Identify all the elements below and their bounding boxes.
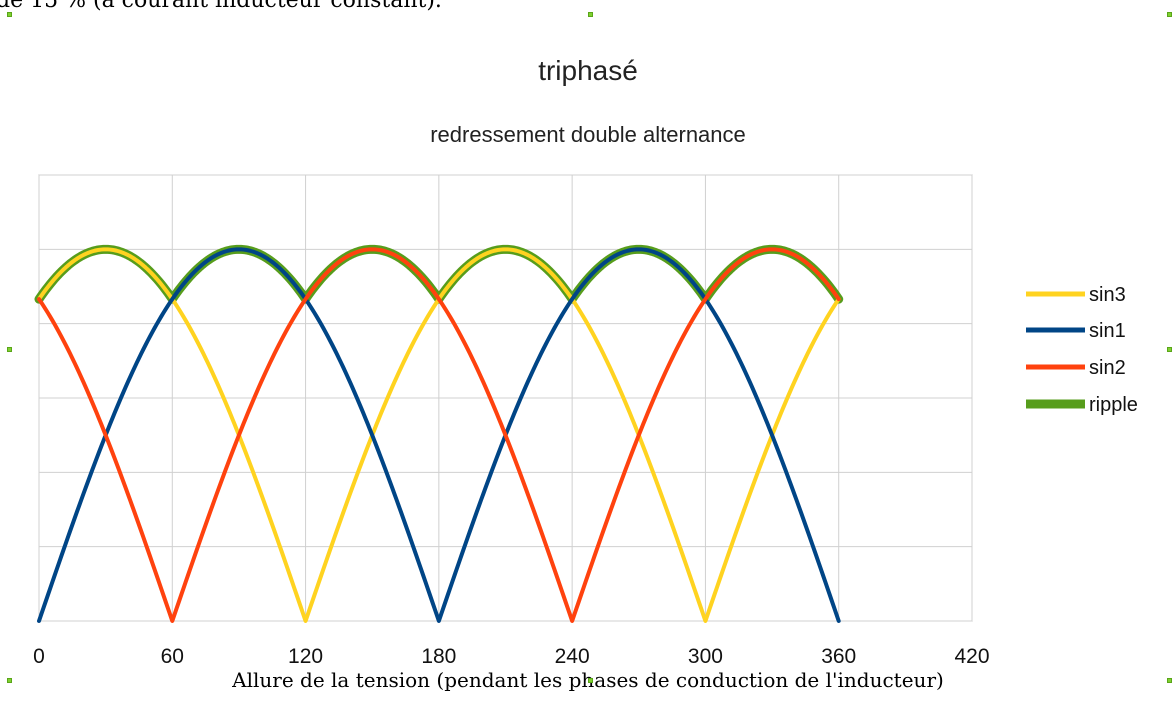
selection-handle[interactable]: [1167, 12, 1172, 17]
x-tick-label: 420: [954, 645, 989, 668]
chart-title: triphasé: [538, 55, 638, 86]
selection-handle[interactable]: [588, 678, 593, 683]
chart-subtitle: redressement double alternance: [430, 122, 746, 147]
x-tick-label: 180: [421, 645, 456, 668]
selection-handle[interactable]: [1167, 678, 1172, 683]
x-tick-label: 240: [555, 645, 590, 668]
legend-label-sin3: sin3: [1089, 284, 1126, 306]
selection-handle[interactable]: [588, 12, 593, 17]
x-tick-label: 60: [161, 645, 184, 668]
legend-label-ripple: ripple: [1089, 394, 1138, 416]
x-tick-label: 0: [33, 645, 45, 668]
selection-handle[interactable]: [1167, 347, 1172, 352]
x-tick-label: 300: [688, 645, 723, 668]
selection-handle[interactable]: [7, 678, 12, 683]
x-tick-label: 120: [288, 645, 323, 668]
figure-caption: Allure de la tension (pendant les phases…: [232, 668, 944, 692]
x-tick-label: 360: [821, 645, 856, 668]
series-line-sin2: [37, 247, 841, 623]
selection-handle[interactable]: [7, 12, 12, 17]
selection-handle[interactable]: [7, 347, 12, 352]
legend-label-sin1: sin1: [1089, 320, 1126, 342]
legend-label-sin2: sin2: [1089, 357, 1126, 379]
document-text-top: de 15 % (à courant inducteur constant).: [0, 0, 442, 13]
